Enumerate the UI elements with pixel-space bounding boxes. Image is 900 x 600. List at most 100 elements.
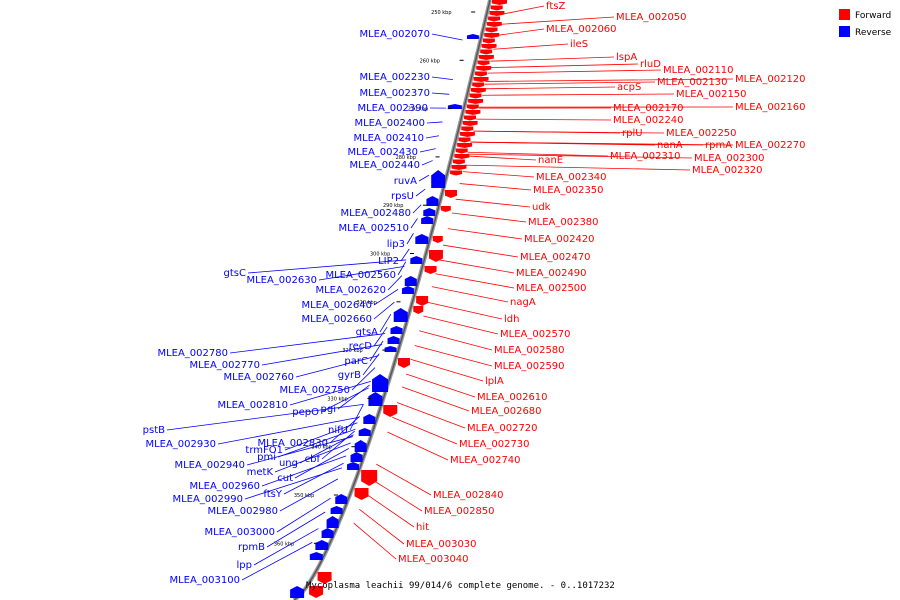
scale-tick-label: 250 kbp xyxy=(431,10,451,16)
scale-tick-label: 280 kbp xyxy=(396,155,416,161)
forward-gene-leader-line xyxy=(485,78,734,82)
reverse-gene-leader-line xyxy=(274,442,351,473)
forward-gene-block xyxy=(317,572,332,584)
forward-gene-label: ldh xyxy=(504,314,519,325)
forward-gene-block xyxy=(465,110,481,115)
reverse-gene-label: pepO xyxy=(292,407,319,418)
scale-ticks: 250 kbp 260 kbp 270 kbp 280 kbp 290 kbp 300 k… xyxy=(274,10,476,547)
forward-gene-block xyxy=(476,66,492,71)
forward-gene-label: MLEA_002850 xyxy=(424,506,495,517)
reverse-gene-label: MLEA_002660 xyxy=(301,314,372,325)
backbone-line xyxy=(293,0,491,600)
forward-gene-block xyxy=(450,170,463,176)
forward-gene-label: ftsZ xyxy=(546,1,565,12)
reverse-gene-leader-line xyxy=(337,384,370,410)
reverse-gene-block xyxy=(404,276,417,286)
scale-tick-label: 310 kbp xyxy=(356,300,376,306)
forward-gene-label: rplU xyxy=(622,128,643,139)
forward-gene-block xyxy=(397,358,410,368)
forward-gene-leader-line xyxy=(464,164,691,171)
forward-gene-block xyxy=(361,470,378,486)
forward-gene-block xyxy=(432,236,443,243)
reverse-gene-leader-line xyxy=(261,455,347,487)
reverse-gene-block xyxy=(335,494,348,504)
reverse-gene-block xyxy=(363,414,376,424)
forward-gene-block xyxy=(478,55,494,60)
forward-gene-block xyxy=(485,27,498,33)
forward-gene-leader-line xyxy=(435,273,515,289)
reverse-gene-leader-line xyxy=(277,428,356,458)
forward-gene-block xyxy=(413,306,424,314)
forward-gene-label: MLEA_002130 xyxy=(657,77,728,88)
forward-gene-leader-line xyxy=(365,493,415,528)
reverse-gene-leader-line xyxy=(397,261,407,276)
reverse-gene-leader-line xyxy=(349,404,364,431)
forward-gene-block xyxy=(383,405,398,417)
reverse-gene-label: MLEA_002770 xyxy=(189,360,260,371)
forward-gene-leader-line xyxy=(392,416,458,445)
reverse-gene-label: MLEA_002750 xyxy=(279,385,350,396)
reverse-gene-label: nifU xyxy=(328,425,348,436)
reverse-gene-label: MLEA_002410 xyxy=(353,133,424,144)
forward-gene-leader-line xyxy=(353,522,397,560)
forward-gene-block xyxy=(459,132,475,137)
forward-gene-label: MLEA_002570 xyxy=(500,329,571,340)
forward-gene-label: MLEA_002420 xyxy=(524,234,595,245)
forward-gene-block xyxy=(440,206,451,212)
scale-tick-label: 340 kbp xyxy=(311,445,331,451)
reverse-gene-leader-line xyxy=(419,148,436,153)
reverse-gene-block xyxy=(347,462,360,470)
forward-gene-label: nanA xyxy=(657,140,683,151)
forward-gene-leader-line xyxy=(405,373,476,398)
reverse-gene-label: gtsA xyxy=(356,327,378,338)
reverse-gene-label: MLEA_002070 xyxy=(359,29,430,40)
reverse-gene-leader-line xyxy=(166,403,364,431)
reverse-gene-label: recD xyxy=(349,341,373,352)
scale-tick-label: 290 kbp xyxy=(383,203,403,209)
reverse-gene-block xyxy=(309,552,323,560)
forward-gene-label: MLEA_002590 xyxy=(494,361,565,372)
reverse-gene-block xyxy=(466,34,479,39)
reverse-gene-block xyxy=(330,506,343,514)
forward-gene-label: MLEA_002060 xyxy=(546,24,617,35)
reverse-gene-leader-line xyxy=(266,511,326,548)
reverse-gene-label: ftsY xyxy=(263,489,282,500)
reverse-gene-leader-line xyxy=(421,160,433,166)
forward-gene-block xyxy=(461,126,474,132)
reverse-gene-label: MLEA_002370 xyxy=(359,88,430,99)
reverse-gene-leader-line xyxy=(400,248,410,262)
forward-gene-label: lspA xyxy=(616,52,637,63)
reverse-gene-block xyxy=(326,516,339,528)
forward-gene-label: MLEA_002350 xyxy=(533,185,604,196)
reverse-gene-block xyxy=(358,428,371,436)
reverse-gene-label: MLEA_002780 xyxy=(157,348,228,359)
forward-gene-block xyxy=(455,148,468,154)
forward-gene-label: MLEA_002380 xyxy=(528,217,599,228)
reverse-gene-label: rpmB xyxy=(238,542,265,553)
reverse-gene-leader-line xyxy=(241,542,313,581)
forward-gene-leader-line xyxy=(370,478,423,512)
forward-gene-label: nanE xyxy=(538,155,563,166)
forward-gene-leader-line xyxy=(490,56,615,62)
forward-gene-leader-line xyxy=(410,358,484,382)
reverse-gene-leader-line xyxy=(279,478,339,512)
reverse-gene-label: MLEA_002960 xyxy=(189,481,260,492)
forward-gene-label: MLEA_002840 xyxy=(433,490,504,501)
reverse-gene-label: MLEA_002620 xyxy=(315,285,386,296)
reverse-gene-leader-line xyxy=(318,265,405,281)
forward-gene-block xyxy=(462,121,478,126)
forward-gene-block xyxy=(309,586,324,598)
reverse-gene-label: metK xyxy=(247,467,274,478)
reverse-gene-label: ruvA xyxy=(394,176,417,187)
forward-gene-leader-line xyxy=(427,301,503,320)
reverse-gene-leader-line xyxy=(253,528,319,566)
forward-gene-block xyxy=(466,104,479,110)
forward-gene-leader-line xyxy=(466,155,537,161)
forward-gene-leader-line xyxy=(387,431,449,461)
reverse-gene-leader-line xyxy=(373,326,388,347)
forward-gene-leader-line xyxy=(451,212,527,223)
reverse-gene-leader-line xyxy=(247,259,407,274)
scale-tick-label: 270 kbp xyxy=(408,107,428,113)
forward-gene-leader-line xyxy=(487,69,662,74)
forward-gene-block xyxy=(470,88,486,93)
